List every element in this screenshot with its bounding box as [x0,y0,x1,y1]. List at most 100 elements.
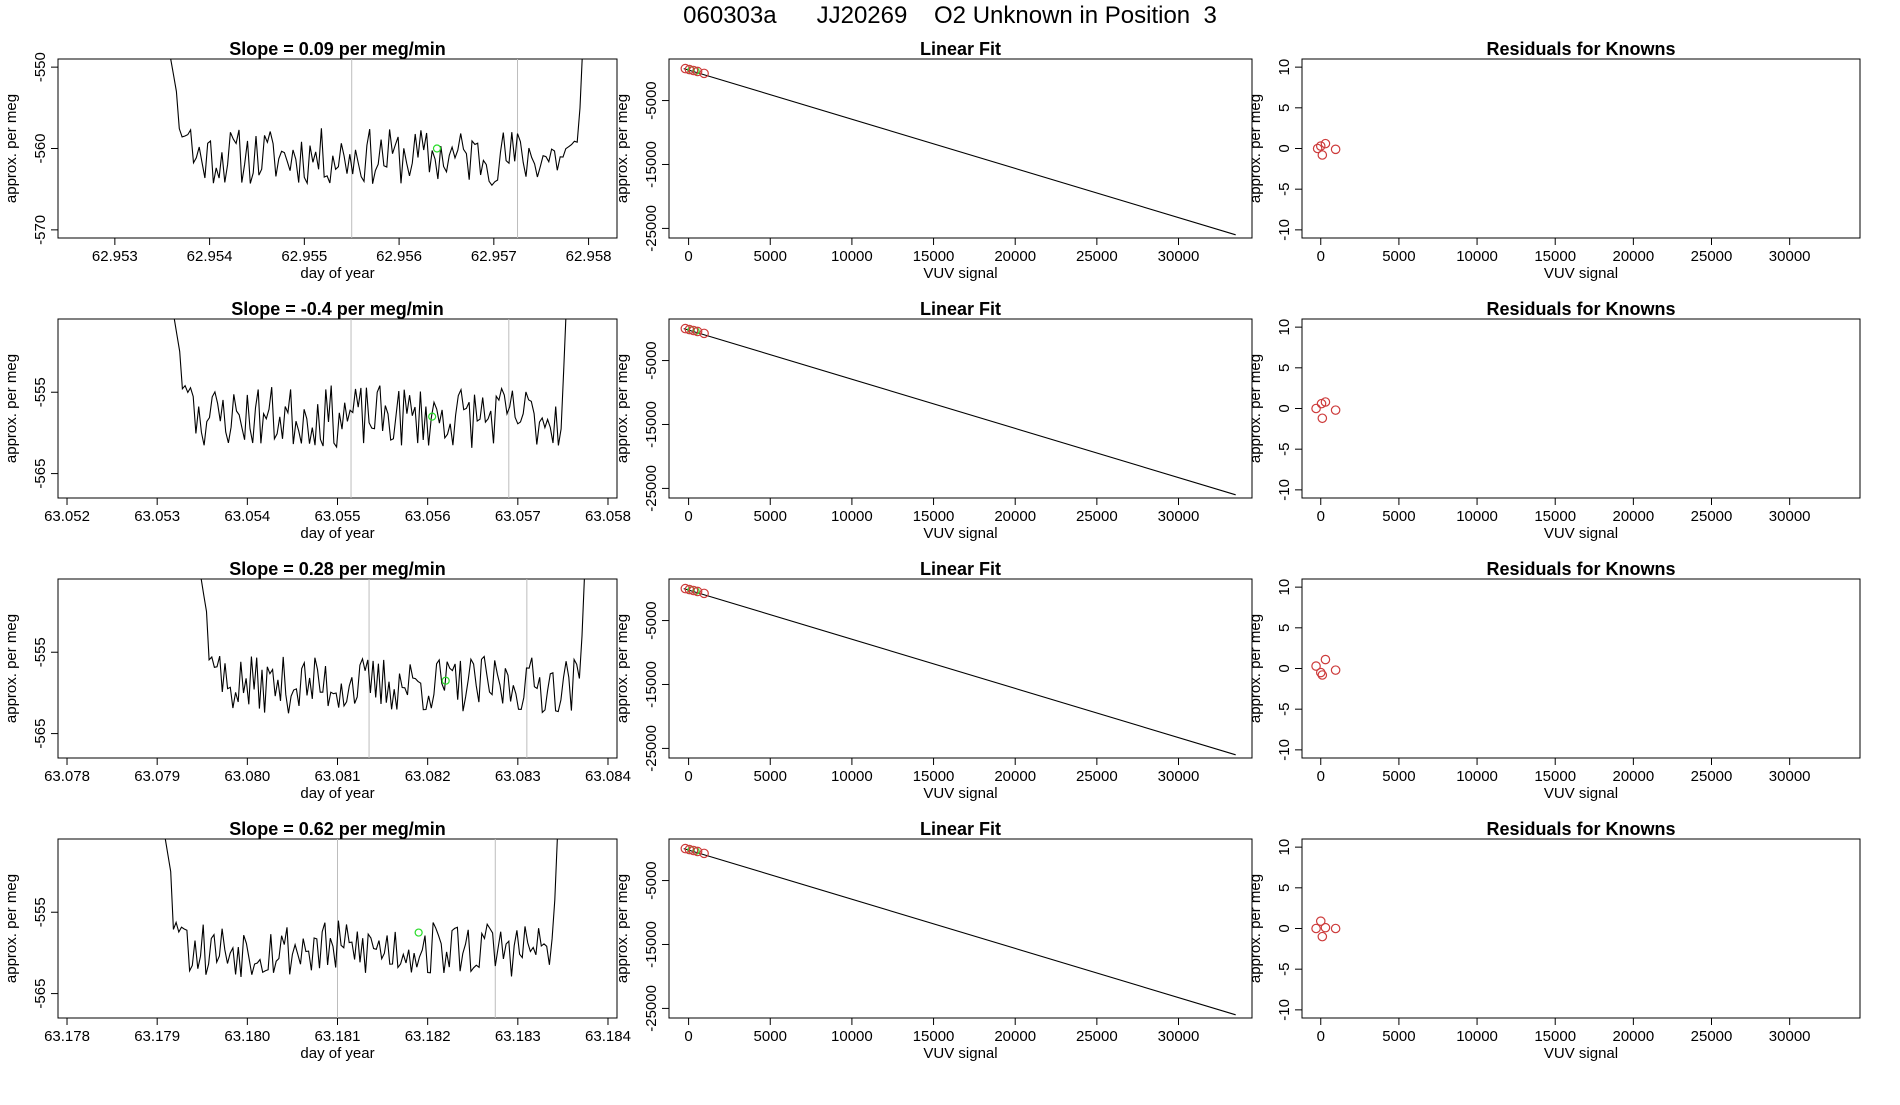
unknown-point [432,144,442,153]
y-tick-label: -565 [32,979,49,1009]
known-point [1311,661,1321,671]
known-point [699,68,709,79]
plot-body [1311,654,1341,680]
x-tick-label: 15000 [913,1028,955,1045]
x-tick-label: 25000 [1076,248,1118,265]
x-tick-label: 0 [1317,248,1325,265]
x-tick-label: 10000 [1456,248,1498,265]
known-point [1320,397,1331,407]
panel-linear-fit-2: Linear Fit 0 5000 10000 15000 20000 25000 30000… [614,299,1253,542]
x-tick-label: 5000 [754,1028,787,1045]
x-tick-label: 20000 [994,768,1036,785]
panel-title: Linear Fit [920,299,1001,319]
plot-frame [668,318,1253,499]
x-tick-label: 63.083 [495,768,541,785]
known-point [1320,922,1331,933]
x-axis-label: VUV signal [923,265,997,282]
x-tick-label: 15000 [1534,248,1576,265]
known-point [1315,141,1326,151]
known-point [688,65,699,76]
x-tick-label: 0 [1317,508,1325,525]
y-tick-label: -10 [1276,739,1293,761]
y-tick-label: -10 [1276,999,1293,1021]
x-axis-label: day of year [300,1045,374,1062]
y-tick-label: -15000 [643,401,660,448]
x-tick-label: 63.180 [224,1028,270,1045]
known-point [1311,403,1321,414]
panel-time-series-1: Slope = 0.09 per meg/min 62.953 62.954 62.9… [3,39,618,282]
x-tick-label: 62.956 [376,248,422,265]
x-tick-label: 25000 [1076,508,1118,525]
known-point [1317,413,1328,424]
x-tick-label: 10000 [831,768,873,785]
x-tick-label: 63.080 [224,768,270,785]
panel-title: Residuals for Knowns [1486,39,1675,59]
panel-title: Slope = 0.28 per meg/min [229,559,446,579]
x-tick-label: 30000 [1769,248,1811,265]
panel-title: Linear Fit [920,819,1001,839]
panel-time-series-4: Slope = 0.62 per meg/min 63.178 63.179 63.1… [3,819,631,1062]
x-axis-label: VUV signal [923,785,997,802]
x-tick-label: 62.955 [281,248,327,265]
plot-body [164,839,558,1018]
y-tick-label: -5 [1276,963,1293,976]
x-tick-label: 15000 [1534,1028,1576,1045]
panel-residuals-1: Residuals for Knowns 0 5000 10000 15000 20000… [1247,39,1861,282]
x-axis-label: VUV signal [923,525,997,542]
y-tick-label: -25000 [643,205,660,252]
x-tick-label: 20000 [994,508,1036,525]
y-axis-label: approx. per meg [614,874,631,983]
x-tick-label: 0 [684,508,692,525]
plot-frame [1301,578,1861,759]
y-tick-label: -25000 [643,725,660,772]
plot-frame [1301,58,1861,239]
y-tick-label: -5 [1276,703,1293,716]
y-tick-label: -5 [1276,443,1293,456]
y-tick-label: -5000 [643,601,660,639]
y-tick-label: 10 [1276,59,1293,76]
x-axis-label: VUV signal [923,1045,997,1062]
x-tick-label: 20000 [1613,768,1655,785]
y-axis-label: approx. per meg [1247,94,1264,203]
x-tick-label: 15000 [1534,768,1576,785]
y-tick-label: -565 [32,719,49,749]
x-tick-label: 63.179 [134,1028,180,1045]
known-point [1315,916,1326,926]
x-tick-label: 25000 [1076,768,1118,785]
y-axis-label: approx. per meg [614,354,631,463]
unknown-point [428,412,437,421]
fit-line [683,588,1236,756]
y-axis-label: approx. per meg [614,94,631,203]
unknown-point [414,928,423,937]
known-point [688,585,699,596]
y-axis-label: approx. per meg [1247,614,1264,723]
plot-body [1311,916,1341,942]
x-tick-label: 63.182 [405,1028,451,1045]
x-tick-label: 63.054 [224,508,270,525]
known-point [692,846,703,857]
fit-line [683,328,1236,496]
y-axis-label: approx. per meg [1247,874,1264,983]
x-tick-label: 63.178 [44,1028,90,1045]
panel-residuals-3: Residuals for Knowns 0 5000 10000 15000 20000… [1247,559,1861,802]
x-tick-label: 63.055 [315,508,361,525]
y-tick-label: -5000 [643,81,660,119]
plot-body [680,843,1236,1016]
plot-frame [1301,318,1861,499]
plot-body [680,63,1236,236]
y-tick-label: -555 [32,637,49,667]
data-trace [170,59,583,187]
known-point [1330,923,1341,934]
x-axis-label: VUV signal [1544,1045,1618,1062]
y-tick-label: -10 [1276,219,1293,241]
panel-residuals-4: Residuals for Knowns 0 5000 10000 15000 20000… [1247,819,1861,1062]
known-point [699,588,709,599]
plot-frame [1301,838,1861,1019]
x-tick-label: 10000 [831,248,873,265]
x-tick-label: 15000 [913,248,955,265]
x-tick-label: 30000 [1769,1028,1811,1045]
plot-frame [668,838,1253,1019]
x-tick-label: 10000 [1456,1028,1498,1045]
y-tick-label: 10 [1276,319,1293,336]
